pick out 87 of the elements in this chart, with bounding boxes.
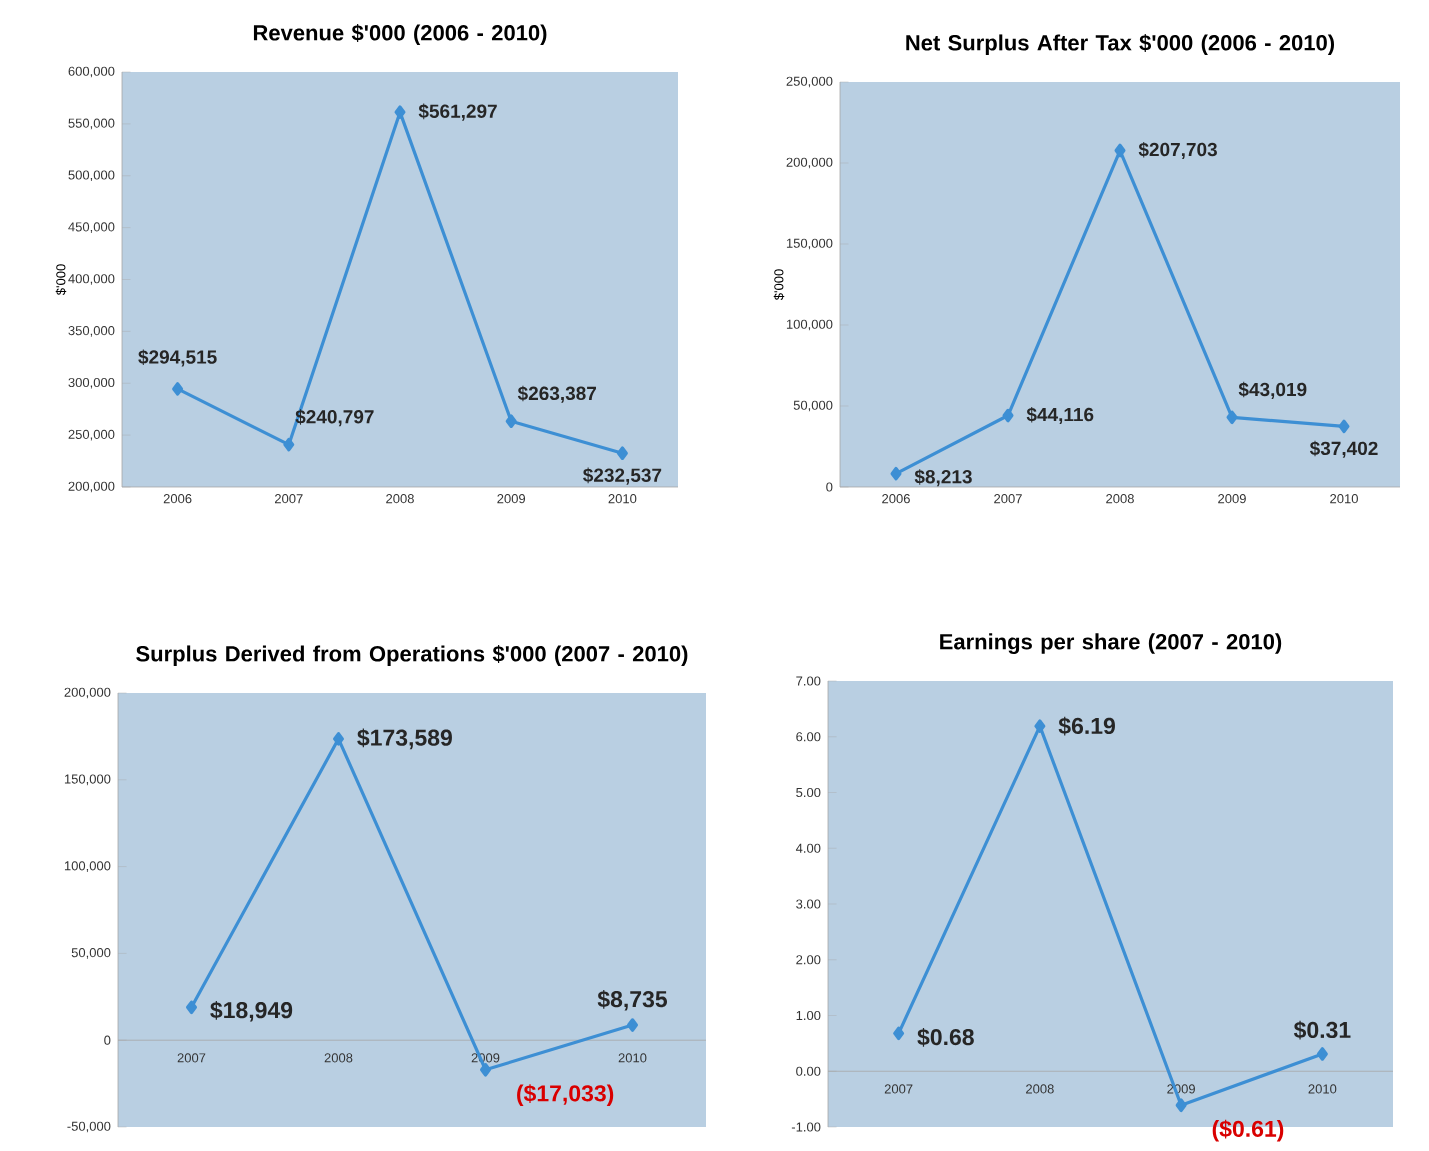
data-label: $0.31 bbox=[1293, 1020, 1351, 1040]
point bbox=[1175, 1098, 1187, 1113]
point bbox=[172, 382, 184, 396]
y-tick-label: 100,000 bbox=[786, 319, 833, 331]
y-tick-label: 500,000 bbox=[68, 170, 115, 182]
y-tick-label: 6.00 bbox=[796, 732, 821, 742]
y-tick-label: 0 bbox=[104, 1035, 111, 1045]
x-tick-label: 2010 bbox=[608, 494, 637, 504]
point bbox=[893, 1026, 905, 1041]
data-label: $8,735 bbox=[597, 990, 668, 1011]
data-label: $37,402 bbox=[1309, 440, 1378, 458]
y-tick-label: 2.00 bbox=[796, 955, 821, 965]
x-tick-label: 2008 bbox=[1106, 494, 1134, 504]
y-tick-label: 3.00 bbox=[796, 899, 821, 909]
y-tick-label: 100,000 bbox=[64, 861, 111, 872]
y-tick-label: 150,000 bbox=[786, 238, 833, 250]
chart-title: Net Surplus After Tax $'000 (2006 - 2010) bbox=[906, 34, 1335, 55]
y-axis-title: $'000 bbox=[55, 264, 67, 296]
data-label: $43,019 bbox=[1238, 381, 1307, 399]
data-label: $561,297 bbox=[418, 103, 497, 121]
y-tick-label: 400,000 bbox=[68, 274, 115, 285]
y-tick-label: -1.00 bbox=[791, 1122, 821, 1132]
y-tick-label: 1.00 bbox=[796, 1010, 821, 1021]
point bbox=[890, 466, 902, 481]
data-label: $207,703 bbox=[1138, 141, 1217, 160]
x-tick-label: 2008 bbox=[386, 494, 414, 504]
data-label: $294,515 bbox=[138, 349, 217, 367]
chart-title: Revenue $'000 (2006 - 2010) bbox=[253, 24, 547, 45]
chart-title: Earnings per share (2007 - 2010) bbox=[940, 633, 1282, 654]
y-tick-label: 550,000 bbox=[68, 118, 115, 130]
data-label: $18,949 bbox=[210, 1000, 293, 1022]
x-tick-label: 2010 bbox=[1330, 494, 1358, 504]
data-label: $8,213 bbox=[914, 469, 972, 487]
y-axis-title: $'000 bbox=[773, 269, 785, 301]
y-tick-label: 0 bbox=[826, 482, 833, 492]
y-tick-label: 200,000 bbox=[786, 157, 833, 169]
x-tick-label: 2006 bbox=[882, 494, 910, 504]
point bbox=[1338, 419, 1350, 434]
point bbox=[616, 446, 628, 461]
point bbox=[480, 1062, 491, 1077]
y-tick-label: 50,000 bbox=[793, 400, 833, 412]
y-tick-label: -50,000 bbox=[67, 1121, 111, 1133]
point bbox=[1002, 408, 1014, 423]
data-label: $0.68 bbox=[917, 1027, 974, 1047]
y-tick-label: 350,000 bbox=[68, 326, 115, 337]
y-tick-label: 50,000 bbox=[71, 948, 111, 959]
point bbox=[1316, 1047, 1328, 1061]
y-tick-label: 5.00 bbox=[796, 787, 821, 798]
data-label: $232,537 bbox=[583, 467, 662, 485]
point bbox=[1226, 410, 1238, 425]
x-tick-label: 2010 bbox=[618, 1053, 647, 1063]
x-tick-label: 2009 bbox=[497, 494, 526, 504]
point bbox=[1114, 143, 1126, 158]
point bbox=[186, 1000, 197, 1015]
data-label: $263,387 bbox=[517, 385, 596, 403]
y-tick-label: 150,000 bbox=[64, 774, 111, 786]
x-tick-label: 2007 bbox=[275, 494, 303, 504]
data-label: $6.19 bbox=[1058, 716, 1115, 736]
y-tick-label: 600,000 bbox=[68, 66, 115, 78]
y-tick-label: 200,000 bbox=[64, 687, 111, 699]
x-tick-label: 2010 bbox=[1308, 1084, 1337, 1094]
y-tick-label: 300,000 bbox=[68, 377, 115, 389]
x-tick-label: 2006 bbox=[163, 494, 192, 504]
y-tick-label: 7.00 bbox=[796, 676, 821, 686]
x-tick-label: 2009 bbox=[1218, 494, 1246, 504]
x-tick-label: 2007 bbox=[994, 494, 1022, 504]
y-tick-label: 250,000 bbox=[786, 76, 833, 88]
point bbox=[505, 414, 517, 429]
x-tick-label: 2007 bbox=[177, 1053, 206, 1063]
data-label: ($0.61) bbox=[1212, 1119, 1284, 1142]
y-tick-label: 200,000 bbox=[68, 481, 115, 493]
y-tick-label: 450,000 bbox=[68, 222, 115, 233]
point bbox=[333, 732, 344, 746]
point bbox=[627, 1018, 638, 1032]
data-label: $173,589 bbox=[357, 728, 452, 750]
point bbox=[1034, 719, 1046, 733]
point bbox=[283, 437, 295, 452]
point bbox=[394, 105, 406, 119]
x-tick-label: 2008 bbox=[324, 1053, 353, 1063]
x-tick-label: 2007 bbox=[884, 1084, 913, 1094]
y-tick-label: 250,000 bbox=[68, 429, 115, 441]
x-tick-label: 2008 bbox=[1026, 1084, 1054, 1094]
y-tick-label: 4.00 bbox=[795, 843, 821, 853]
data-label: ($17,033) bbox=[517, 1084, 614, 1107]
data-label: $44,116 bbox=[1026, 406, 1094, 425]
chart-title: Surplus Derived from Operations $'000 (2007 - 2010) bbox=[136, 645, 688, 666]
y-tick-label: 0.00 bbox=[796, 1066, 821, 1076]
